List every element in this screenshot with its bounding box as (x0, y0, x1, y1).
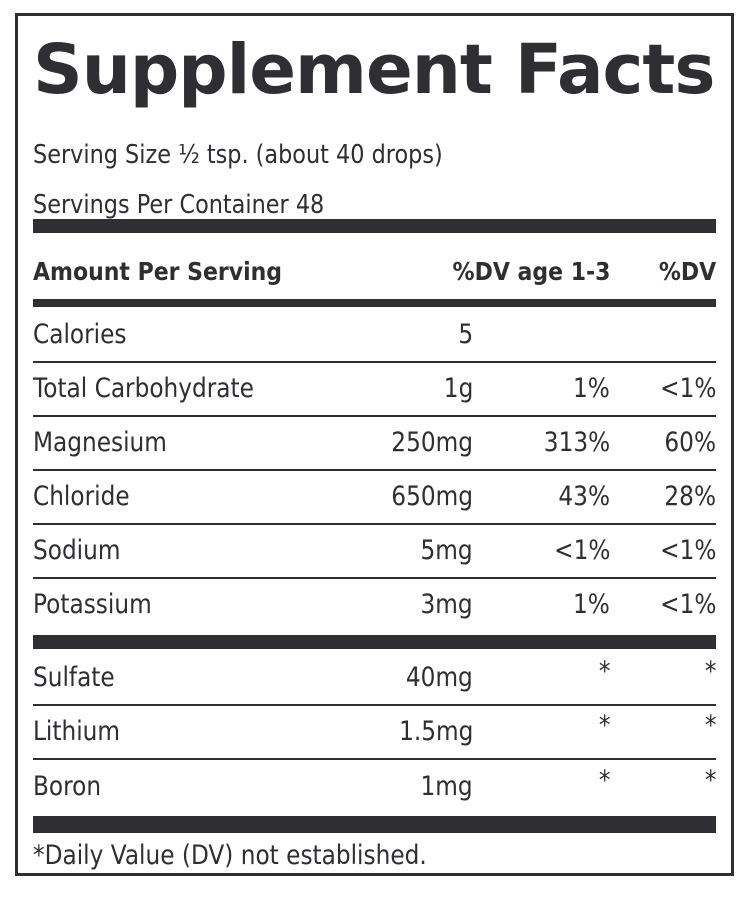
nutrient-dv: <1% (659, 589, 716, 620)
thick-divider (33, 219, 716, 233)
nutrient-dv-age: 1% (573, 589, 610, 620)
supplement-facts-panel: Supplement Facts Serving Size ½ tsp. (ab… (15, 13, 734, 876)
panel-title: Supplement Facts (33, 30, 715, 110)
nutrient-dv: <1% (659, 373, 716, 404)
nutrient-name: Magnesium (33, 427, 167, 458)
table-row: Magnesium 250mg 313% 60% (33, 417, 716, 471)
table-row: Total Carbohydrate 1g 1% <1% (33, 363, 716, 417)
nutrient-dv: <1% (659, 535, 716, 566)
nutrient-name: Sodium (33, 535, 121, 566)
nutrient-amount: 250mg (391, 427, 473, 458)
row-divider (33, 577, 716, 579)
table-row: Boron 1mg * * (33, 761, 716, 815)
row-divider (33, 523, 716, 525)
row-divider (33, 469, 716, 471)
header-dv-age: %DV age 1-3 (452, 257, 610, 286)
nutrient-name: Boron (33, 771, 102, 802)
nutrient-amount: 1g (443, 373, 473, 404)
table-row: Lithium 1.5mg * * (33, 706, 716, 760)
nutrient-amount: 650mg (391, 481, 473, 512)
nutrient-dv-age: 43% (558, 481, 610, 512)
table-row: Sulfate 40mg * * (33, 652, 716, 706)
nutrient-dv-age: 313% (543, 427, 610, 458)
nutrient-name: Total Carbohydrate (33, 373, 254, 404)
nutrient-dv-age: * (598, 710, 610, 741)
row-divider (33, 415, 716, 417)
thick-divider (33, 635, 716, 649)
nutrient-amount: 40mg (406, 662, 473, 693)
row-divider (33, 361, 716, 363)
servings-per-container: Servings Per Container 48 (33, 190, 325, 220)
nutrient-dv: 60% (664, 427, 716, 458)
table-row: Calories 5 (33, 309, 716, 363)
nutrient-amount: 1.5mg (398, 716, 473, 747)
column-header-row: Amount Per Serving %DV age 1-3 %DV (33, 234, 716, 304)
header-dv: %DV (658, 257, 716, 286)
serving-size: Serving Size ½ tsp. (about 40 drops) (33, 140, 443, 170)
nutrient-dv: * (704, 710, 716, 741)
nutrient-dv-age: * (598, 656, 610, 687)
nutrient-amount: 5mg (420, 535, 473, 566)
nutrient-name: Lithium (33, 716, 121, 747)
table-row: Potassium 3mg 1% <1% (33, 579, 716, 633)
nutrient-amount: 3mg (420, 589, 473, 620)
table-row: Chloride 650mg 43% 28% (33, 471, 716, 525)
row-divider (33, 704, 716, 706)
row-divider (33, 758, 716, 760)
nutrient-dv: * (704, 765, 716, 796)
nutrient-dv-age: <1% (553, 535, 610, 566)
table-row: Sodium 5mg <1% <1% (33, 525, 716, 579)
medium-divider (33, 299, 716, 307)
nutrient-dv-age: 1% (573, 373, 610, 404)
nutrient-dv-age: * (598, 765, 610, 796)
nutrient-amount: 5 (458, 319, 473, 350)
thick-divider (33, 816, 716, 833)
nutrient-name: Chloride (33, 481, 130, 512)
nutrient-name: Potassium (33, 589, 152, 620)
nutrient-name: Sulfate (33, 662, 115, 693)
nutrient-amount: 1mg (420, 771, 473, 802)
nutrient-dv: 28% (664, 481, 716, 512)
nutrient-dv: * (704, 656, 716, 687)
footnote: *Daily Value (DV) not established. (33, 840, 427, 871)
header-amount: Amount Per Serving (33, 257, 283, 286)
nutrient-name: Calories (33, 319, 127, 350)
